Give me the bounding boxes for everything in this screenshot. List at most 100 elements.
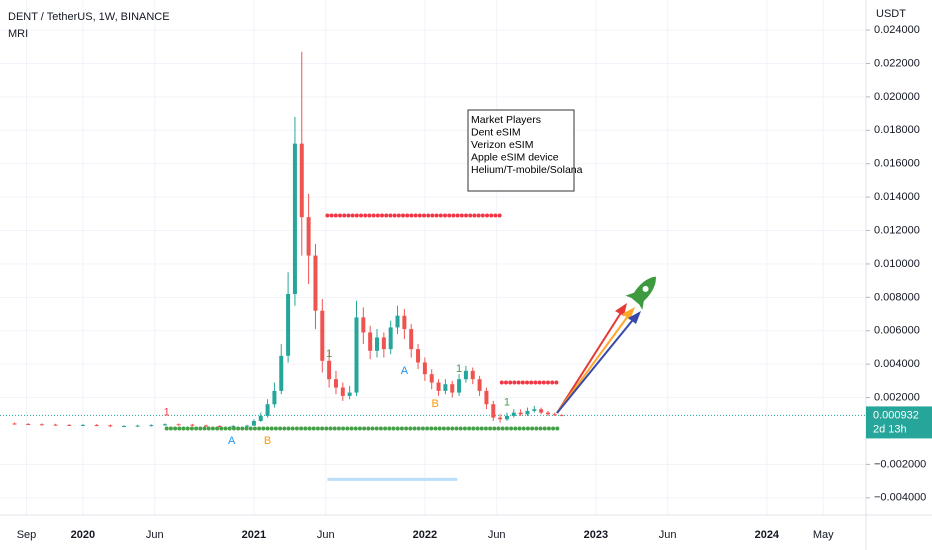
y-tick-label: 0.016000 <box>874 158 920 170</box>
candle-body <box>361 317 366 333</box>
candle-body <box>190 424 195 426</box>
x-tick-label: 2022 <box>413 529 437 541</box>
candle-body <box>422 362 427 375</box>
candle-body <box>286 294 291 356</box>
candle-body <box>12 423 17 425</box>
candle-body <box>320 310 325 361</box>
arrow <box>556 315 637 414</box>
candle-body <box>450 384 455 393</box>
signal-label: B <box>264 435 271 447</box>
candle-body <box>231 425 236 427</box>
y-tick-label: 0.024000 <box>874 24 920 36</box>
candle-body <box>518 412 523 415</box>
x-tick-label: 2020 <box>71 529 95 541</box>
arrow-head <box>615 303 627 316</box>
y-axis-label: USDT <box>876 8 906 20</box>
y-tick-label: 0.002000 <box>874 391 920 403</box>
y-tick-label: 0.010000 <box>874 258 920 270</box>
candle-body <box>149 425 154 427</box>
arrow-head <box>628 311 641 324</box>
candle-body <box>251 420 256 426</box>
candle-body <box>272 390 277 405</box>
y-tick-label: 0.022000 <box>874 57 920 69</box>
x-tick-label: Jun <box>659 529 677 541</box>
arrows <box>556 303 641 414</box>
signal-label: 1 <box>326 348 332 360</box>
y-tick-label: 0.012000 <box>874 224 920 236</box>
rocket-fins <box>625 291 645 310</box>
candle-body <box>511 412 516 416</box>
markers: 1 A B 1 A B 1 1 <box>164 348 510 447</box>
candle-body <box>94 424 99 426</box>
candle-body <box>525 410 530 415</box>
candle-body <box>504 415 509 420</box>
candle-body <box>347 392 352 396</box>
x-tick-label: 2021 <box>242 529 266 541</box>
candle-body <box>409 329 414 350</box>
arrow <box>556 307 625 414</box>
candle-body <box>258 415 263 421</box>
axes: −0.004000 −0.002000 0.002000 0.004000 0.0060… <box>17 24 927 541</box>
y-tick-label: 0.008000 <box>874 291 920 303</box>
candle-body <box>108 425 113 427</box>
y-tick-label: 0.014000 <box>874 191 920 203</box>
candle-body <box>333 379 338 388</box>
candle-body <box>539 409 544 413</box>
candle-body <box>477 379 482 391</box>
x-tick-label: Jun <box>146 529 164 541</box>
indicator-name: MRI <box>8 28 28 40</box>
candle-body <box>375 337 380 351</box>
candle-body <box>67 424 72 426</box>
candle-body <box>306 217 311 256</box>
candle-body <box>545 412 550 415</box>
candle-body <box>552 414 557 416</box>
candle-body <box>559 415 564 417</box>
x-tick-label: Sep <box>17 529 37 541</box>
signal-label: B <box>431 398 438 410</box>
x-tick-label: Jun <box>488 529 506 541</box>
price-tag-countdown: 2d 13h <box>873 423 907 435</box>
candle-body <box>292 143 297 295</box>
y-tick-label: 0.020000 <box>874 91 920 103</box>
candle-body <box>498 417 503 420</box>
candle-body <box>470 370 475 380</box>
candle-body <box>381 337 386 350</box>
signal-label: 1 <box>504 396 510 408</box>
annotation-line: Apple eSIM device <box>471 151 559 163</box>
candle-body <box>80 424 85 426</box>
candle-body <box>217 425 222 427</box>
candle-body <box>299 143 304 218</box>
annotation-frame <box>467 109 575 192</box>
grid <box>0 0 866 515</box>
candle-body <box>39 424 44 426</box>
y-tick-label: 0.018000 <box>874 124 920 136</box>
candle-body <box>162 424 167 426</box>
candle-body <box>429 374 434 383</box>
candle-body <box>443 384 448 391</box>
signal-label: A <box>228 435 236 447</box>
y-tick-label: 0.006000 <box>874 325 920 337</box>
candle-body <box>135 425 140 427</box>
arrow <box>556 311 632 414</box>
price-tag-value: 0.000932 <box>873 409 919 421</box>
candle-body <box>313 255 318 311</box>
signal-label: 1 <box>456 363 462 375</box>
y-tick-label: 0.004000 <box>874 358 920 370</box>
candle-body <box>121 425 126 427</box>
x-tick-label: 2024 <box>755 529 780 541</box>
price-tag-bg <box>866 406 932 439</box>
candle-body <box>53 424 58 426</box>
price-tag: 0.000932 2d 13h <box>866 406 932 439</box>
candle-body <box>340 387 345 396</box>
signal-label: 1 <box>164 407 170 419</box>
candle-body <box>265 404 270 416</box>
annotation-line: Verizon eSIM <box>471 139 533 151</box>
chart-title: DENT / TetherUS, 1W, BINANCE <box>8 11 170 23</box>
candle-body <box>279 355 284 391</box>
y-tick-label: −0.004000 <box>874 492 926 504</box>
annotation-line: Market Players <box>471 114 541 126</box>
candle-body <box>463 370 468 380</box>
